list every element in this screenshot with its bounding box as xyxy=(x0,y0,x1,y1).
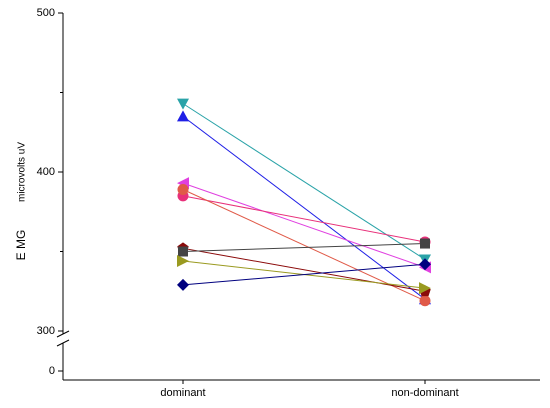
series-line xyxy=(182,247,426,292)
data-point xyxy=(419,282,431,295)
data-point xyxy=(177,278,189,291)
y-axis-label: microvolts uV xyxy=(17,142,28,202)
y-tick-label: 500 xyxy=(37,7,55,19)
y-tick-label: 400 xyxy=(37,166,55,178)
data-point xyxy=(177,98,189,110)
data-point xyxy=(420,238,430,249)
series-line xyxy=(182,115,426,300)
y-axis-label: E MG xyxy=(14,230,28,261)
series-line xyxy=(182,182,426,268)
axis-break xyxy=(56,339,70,347)
axis-break xyxy=(56,330,70,338)
y-tick-label: 0 xyxy=(49,365,55,377)
x-tick-label: dominant xyxy=(160,387,205,399)
series-line xyxy=(182,103,426,260)
data-point xyxy=(419,295,431,307)
data-point xyxy=(177,183,189,195)
data-point xyxy=(419,258,431,271)
y-tick-label: 300 xyxy=(37,325,55,337)
data-point xyxy=(177,255,189,268)
series-line xyxy=(182,263,426,286)
x-tick-label: non-dominant xyxy=(391,387,458,399)
data-point xyxy=(177,110,189,122)
series-line xyxy=(182,243,426,252)
series-line xyxy=(182,189,426,302)
series-line xyxy=(182,195,426,243)
data-point xyxy=(178,246,188,257)
